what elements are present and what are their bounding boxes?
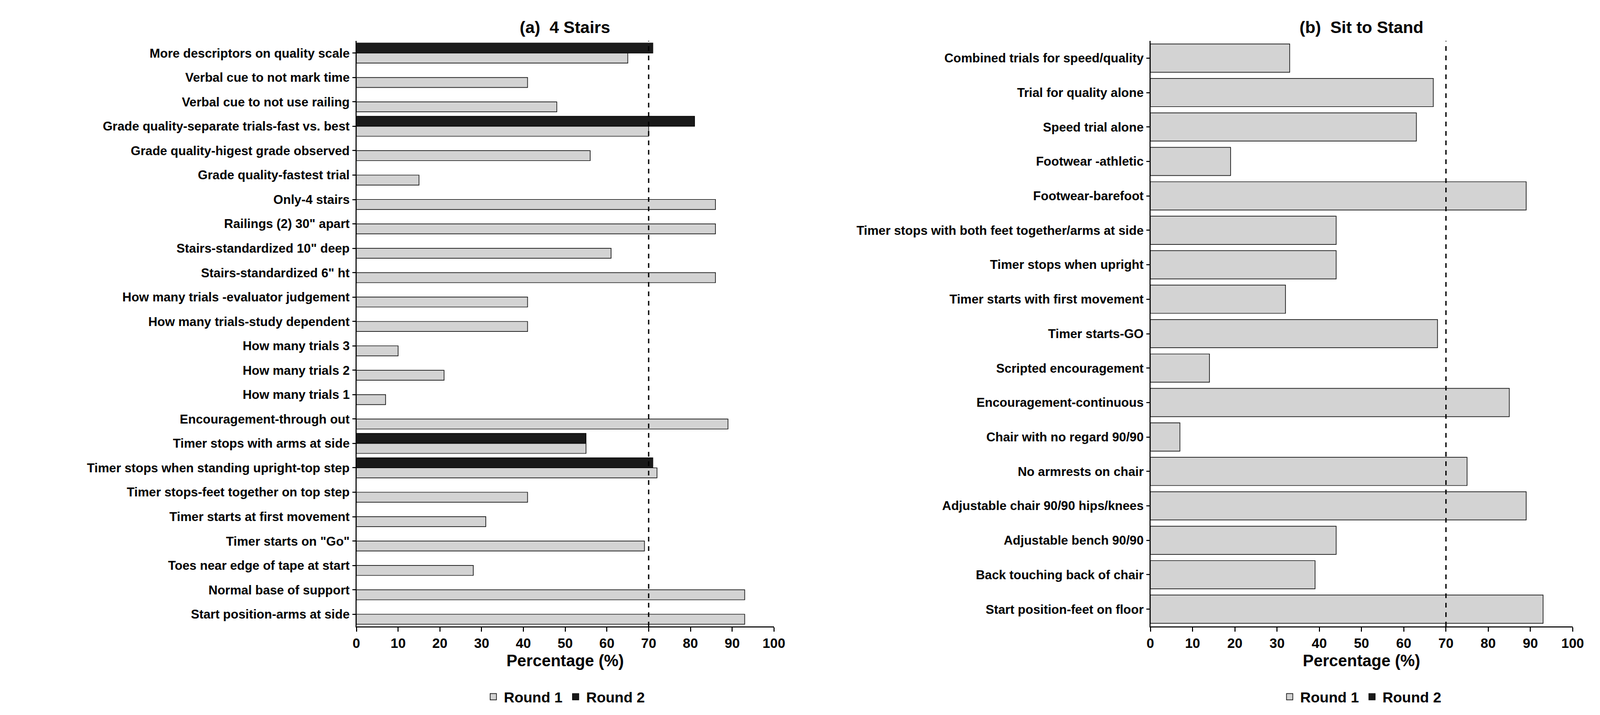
svg-text:No armrests on chair: No armrests on chair [1017, 464, 1144, 479]
svg-text:Footwear -athletic: Footwear -athletic [1035, 154, 1144, 169]
svg-text:Verbal cue to not use railing: Verbal cue to not use railing [181, 94, 350, 110]
svg-text:100: 100 [1561, 635, 1584, 652]
svg-text:Scripted encouragement: Scripted encouragement [995, 361, 1144, 376]
svg-text:60: 60 [1396, 635, 1412, 652]
svg-text:Timer stops with both feet tog: Timer stops with both feet together/arms… [856, 223, 1144, 238]
svg-text:0: 0 [1146, 635, 1154, 652]
svg-text:Percentage (%): Percentage (%) [1302, 651, 1421, 671]
svg-text:Adjustable bench 90/90: Adjustable bench 90/90 [1003, 533, 1144, 548]
svg-text:30: 30 [474, 635, 490, 652]
svg-text:Grade quality-fastest trial: Grade quality-fastest trial [197, 167, 350, 182]
svg-text:Timer stops when upright: Timer stops when upright [990, 257, 1144, 272]
svg-text:Verbal cue to not mark time: Verbal cue to not mark time [185, 70, 350, 85]
svg-text:80: 80 [1480, 635, 1496, 652]
svg-text:Round 2: Round 2 [586, 689, 646, 706]
svg-text:70: 70 [1438, 635, 1454, 652]
svg-text:Timer starts with first moveme: Timer starts with first movement [949, 292, 1144, 307]
svg-text:10: 10 [1185, 635, 1201, 652]
svg-text:How many trials-study dependen: How many trials-study dependent [148, 314, 350, 329]
svg-text:How many trials 1: How many trials 1 [242, 387, 350, 402]
svg-text:(a) 4 Stairs: (a) 4 Stairs [519, 17, 611, 37]
svg-text:Timer stops-feet together on t: Timer stops-feet together on top step [126, 485, 350, 500]
svg-text:0: 0 [352, 635, 360, 652]
svg-text:90: 90 [1522, 635, 1539, 652]
svg-text:100: 100 [762, 635, 786, 652]
svg-text:Timer starts at first movement: Timer starts at first movement [169, 509, 350, 524]
svg-text:Round 1: Round 1 [503, 689, 563, 706]
svg-text:Grade quality-separate trials-: Grade quality-separate trials-fast vs. b… [102, 119, 350, 134]
svg-text:Chair with no regard 90/90: Chair with no regard 90/90 [986, 430, 1144, 445]
svg-text:Only-4 stairs: Only-4 stairs [273, 192, 350, 207]
svg-text:Timer stops when standing upri: Timer stops when standing upright-top st… [87, 460, 350, 476]
svg-text:50: 50 [557, 635, 573, 652]
svg-text:60: 60 [599, 635, 615, 652]
svg-text:Round 1: Round 1 [1300, 689, 1359, 706]
svg-text:Encouragement-continuous: Encouragement-continuous [976, 395, 1144, 410]
svg-text:50: 50 [1354, 635, 1370, 652]
svg-text:Timer starts-GO: Timer starts-GO [1047, 326, 1144, 341]
svg-text:40: 40 [1311, 635, 1327, 652]
svg-text:How many trials 3: How many trials 3 [242, 338, 350, 353]
svg-text:90: 90 [724, 635, 740, 652]
svg-text:70: 70 [640, 635, 657, 652]
svg-text:Timer stops with arms at side: Timer stops with arms at side [173, 436, 350, 451]
svg-text:80: 80 [682, 635, 699, 652]
svg-text:Start position-arms at side: Start position-arms at side [190, 607, 350, 622]
svg-text:Start position-feet on floor: Start position-feet on floor [985, 602, 1144, 617]
svg-text:Adjustable chair 90/90 hips/kn: Adjustable chair 90/90 hips/knees [942, 498, 1144, 513]
svg-text:Encouragement-through out: Encouragement-through out [179, 412, 350, 427]
svg-text:Stairs-standardized 10" deep: Stairs-standardized 10" deep [176, 241, 350, 256]
svg-text:Timer starts on "Go": Timer starts on "Go" [226, 534, 350, 549]
svg-text:30: 30 [1269, 635, 1285, 652]
svg-text:Percentage (%): Percentage (%) [506, 651, 625, 671]
svg-text:Combined trials for speed/qual: Combined trials for speed/quality [944, 50, 1145, 66]
svg-text:Speed trial alone: Speed trial alone [1043, 120, 1144, 135]
svg-text:20: 20 [1227, 635, 1243, 652]
svg-text:10: 10 [390, 635, 406, 652]
svg-text:How many trials 2: How many trials 2 [242, 363, 350, 378]
svg-text:20: 20 [432, 635, 448, 652]
svg-text:Round 2: Round 2 [1382, 689, 1442, 706]
svg-text:Trial for quality alone: Trial for quality alone [1016, 85, 1144, 100]
svg-text:How many trials -evaluator jud: How many trials -evaluator judgement [122, 290, 350, 305]
svg-text:Stairs-standardized 6" ht: Stairs-standardized 6" ht [200, 265, 350, 281]
svg-text:More descriptors on quality sc: More descriptors on quality scale [149, 46, 350, 61]
svg-text:Railings (2) 30" apart: Railings (2) 30" apart [223, 216, 350, 231]
svg-text:Grade quality-higest grade obs: Grade quality-higest grade observed [130, 143, 350, 158]
svg-text:40: 40 [516, 635, 532, 652]
svg-text:Toes near edge of tape at star: Toes near edge of tape at start [167, 558, 350, 573]
svg-text:Back touching back of chair: Back touching back of chair [975, 567, 1144, 583]
svg-text:Footwear-barefoot: Footwear-barefoot [1033, 188, 1144, 203]
svg-text:Normal base of support: Normal base of support [208, 583, 350, 598]
svg-text:(b) Sit to Stand: (b) Sit to Stand [1299, 17, 1424, 37]
